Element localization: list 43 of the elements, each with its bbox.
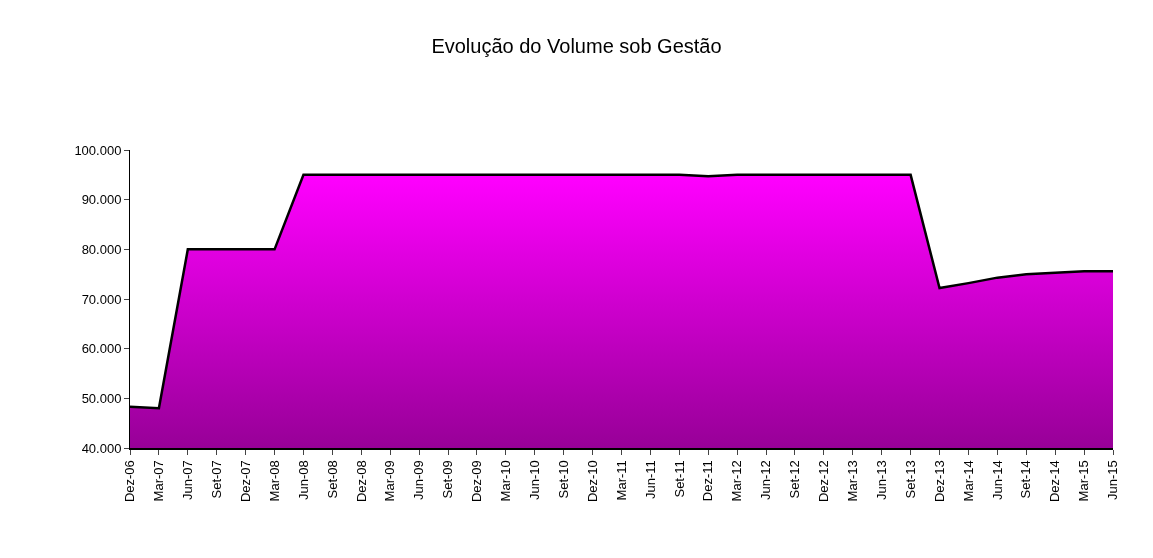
chart-title: Evolução do Volume sob Gestão (431, 35, 722, 58)
x-tick-label: Set-07 (208, 460, 224, 499)
x-tick-label: Mar-13 (845, 460, 861, 502)
y-tick-label: 90.000 (81, 192, 122, 208)
x-tick-label: Jun-12 (758, 460, 774, 500)
y-tick-label: 50.000 (81, 390, 122, 406)
x-tick-label: Set-08 (324, 460, 340, 499)
x-tick-label: Mar-07 (151, 460, 167, 502)
y-tick-label: 60.000 (81, 341, 122, 357)
x-tick-label: Dez-09 (469, 460, 485, 503)
x-tick-label: Dez-14 (1047, 460, 1063, 503)
y-tick-label: 80.000 (81, 241, 122, 257)
x-tick-label: Jun-08 (295, 460, 311, 500)
x-tick-label: Mar-08 (266, 460, 282, 502)
x-tick-label: Jun-15 (1105, 460, 1121, 500)
x-tick-label: Jun-10 (526, 460, 542, 500)
x-tick-label: Mar-10 (498, 460, 514, 502)
x-tick-label: Set-14 (1018, 460, 1034, 499)
x-tick-label: Set-11 (671, 460, 687, 498)
x-tick-label: Set-12 (787, 460, 803, 499)
x-tick-label: Mar-11 (613, 460, 629, 501)
x-tick-label: Jun-13 (873, 460, 889, 500)
x-tick-label: Mar-12 (729, 460, 745, 502)
x-tick-label: Jun-07 (180, 460, 196, 500)
x-tick-label: Dez-11 (700, 460, 716, 502)
x-tick-label: Dez-12 (816, 460, 832, 503)
y-tick-label: 70.000 (81, 291, 122, 307)
x-tick-label: Jun-09 (411, 460, 427, 500)
x-tick-label: Set-09 (440, 460, 456, 499)
x-tick-label: Mar-15 (1076, 460, 1092, 502)
x-tick-label: Dez-10 (584, 460, 600, 503)
y-tick-label: 100.000 (74, 142, 122, 158)
x-tick-label: Mar-09 (382, 460, 398, 502)
x-tick-label: Jun-14 (989, 460, 1005, 500)
x-tick-label: Dez-13 (931, 460, 947, 503)
x-tick-label: Dez-07 (237, 460, 253, 503)
x-tick-label: Dez-08 (353, 460, 369, 503)
x-tick-label: Set-13 (902, 460, 918, 499)
x-tick-label: Set-10 (555, 460, 571, 499)
x-tick-label: Dez-06 (122, 460, 138, 503)
x-tick-label: Mar-14 (960, 460, 976, 502)
x-tick-label: Jun-11 (642, 460, 658, 499)
y-tick-label: 40.000 (81, 440, 122, 456)
